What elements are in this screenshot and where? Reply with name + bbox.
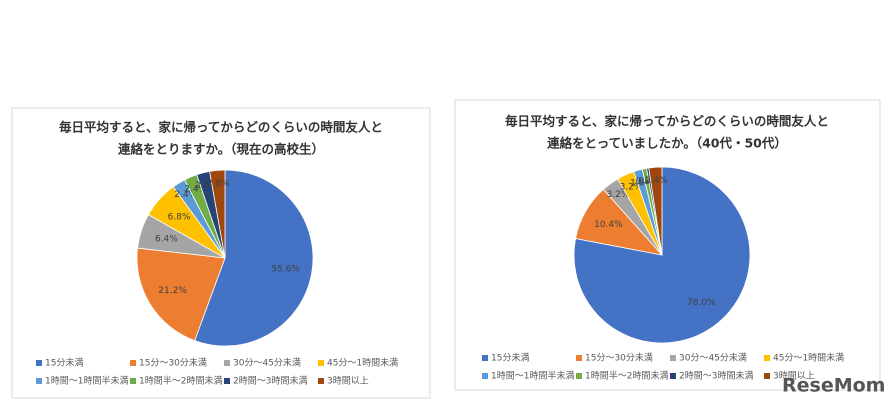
legend-swatch <box>576 373 582 379</box>
legend-swatch <box>224 360 230 366</box>
chart-title: 連絡をとりますか。（現在の高校生） <box>118 142 324 157</box>
pie-slice <box>194 169 314 347</box>
legend-label: 1時間半～2時間未満 <box>585 370 668 382</box>
legend-swatch <box>670 373 676 379</box>
chart-title: 連絡をとっていましたか。（40代・50代） <box>547 136 787 151</box>
data-label: 78.0% <box>687 298 716 308</box>
legend-label: 30分～45分未満 <box>679 352 747 364</box>
data-label: 55.6% <box>271 264 300 274</box>
legend-label: 2時間～3時間未満 <box>679 370 753 382</box>
data-label: 3.2% <box>607 190 630 200</box>
data-label: 6.4% <box>155 234 178 244</box>
legend-label: 1時間～1時間半未満 <box>491 370 574 382</box>
legend-swatch <box>130 360 136 366</box>
legend-label: 15分未満 <box>491 352 529 364</box>
legend-swatch <box>36 378 42 384</box>
legend-label: 3時間以上 <box>327 376 369 387</box>
data-label: 1.6% <box>630 179 653 189</box>
legend-swatch <box>36 360 42 366</box>
legend-label: 1時間～1時間半未満 <box>45 375 128 387</box>
data-label: 2.4% <box>195 181 218 191</box>
legend-swatch <box>224 378 230 384</box>
pie-slice <box>209 169 226 259</box>
watermark: ReseMom <box>782 375 885 397</box>
data-label: 2.4% <box>174 190 197 200</box>
data-label: 2.4% <box>645 176 668 186</box>
legend-label: 30分～45分未満 <box>233 357 301 369</box>
legend-swatch <box>764 355 770 361</box>
legend-swatch <box>318 360 324 366</box>
data-label: 0.8% <box>636 177 659 187</box>
data-label: 2.8% <box>207 179 230 189</box>
legend-swatch <box>482 373 488 379</box>
legend-label: 15分～30分未満 <box>139 357 207 369</box>
data-label: 0.4% <box>638 177 661 187</box>
data-label: 2.4% <box>184 185 207 195</box>
legend-label: 45分～1時間未満 <box>773 352 844 364</box>
legend-label: 15分～30分未満 <box>585 352 653 364</box>
legend-label: 1時間半～2時間未満 <box>139 375 222 387</box>
chart-title: 毎日平均すると、家に帰ってからどのくらいの時間友人と <box>59 120 383 135</box>
chart-title: 毎日平均すると、家に帰ってからどのくらいの時間友人と <box>505 114 829 129</box>
legend-label: 15分未満 <box>45 357 83 369</box>
legend-swatch <box>482 355 488 361</box>
legend-swatch <box>670 355 676 361</box>
legend-swatch <box>764 373 770 379</box>
legend-swatch <box>130 378 136 384</box>
pie-slice <box>648 166 663 256</box>
legend-swatch <box>318 378 324 384</box>
legend-label: 2時間～3時間未満 <box>233 375 307 387</box>
data-label: 21.2% <box>158 286 187 296</box>
pie-slice <box>136 247 226 342</box>
legend-label: 3時間以上 <box>773 371 815 382</box>
data-label: 10.4% <box>594 220 623 230</box>
legend-swatch <box>576 355 582 361</box>
data-label: 3.2% <box>620 182 643 192</box>
legend-label: 45分～1時間未満 <box>327 357 398 369</box>
data-label: 6.8% <box>168 212 191 222</box>
